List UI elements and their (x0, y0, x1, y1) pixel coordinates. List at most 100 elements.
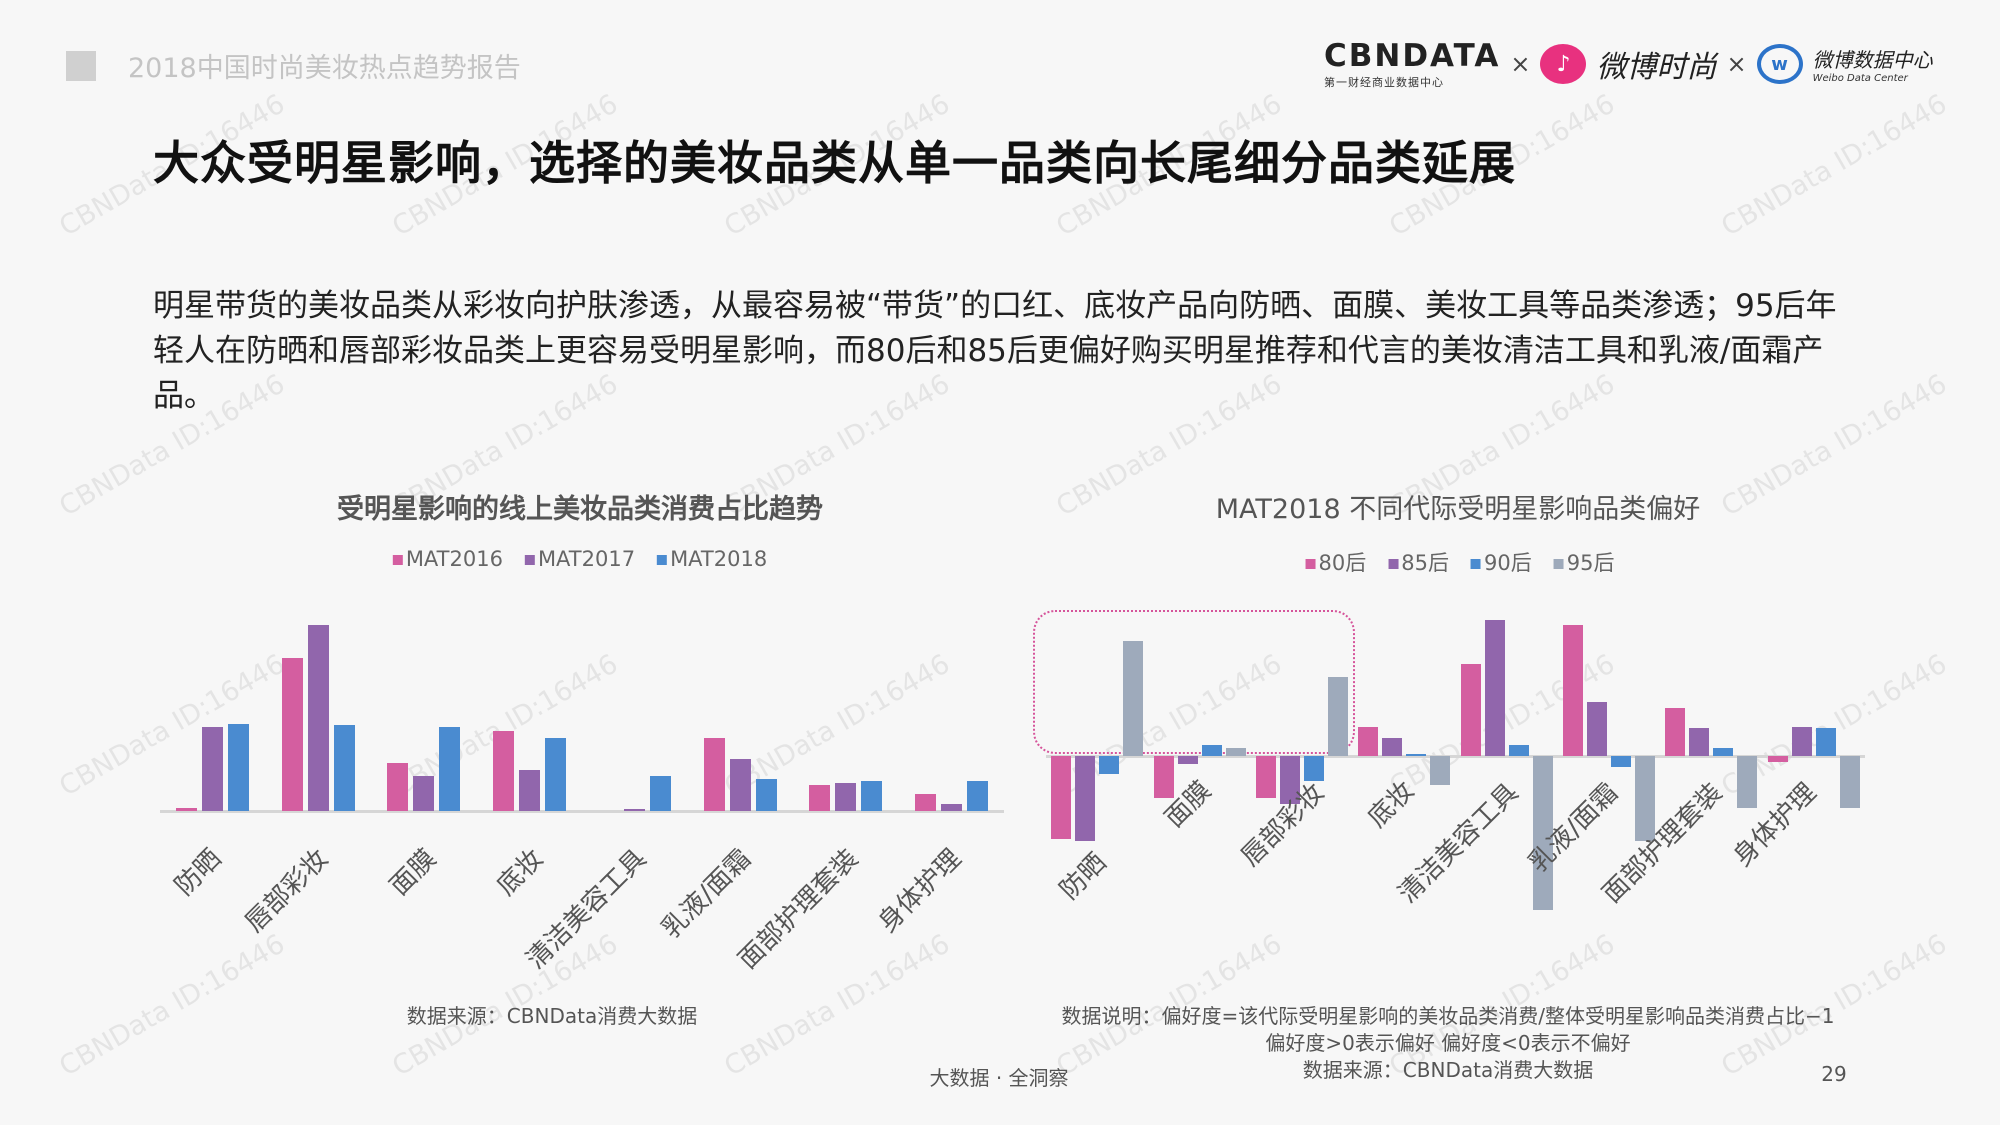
bar (307, 625, 329, 811)
logo-separator: × (1726, 50, 1747, 78)
legend-swatch (392, 555, 403, 565)
legend-item: MAT2016 (392, 547, 503, 571)
chart1-legend: MAT2016 MAT2017 MAT2018 (392, 547, 767, 571)
bar (1815, 728, 1836, 756)
bar (940, 803, 962, 811)
chart2-note-meaning: 偏好度>0表示偏好 偏好度<0表示不偏好 (1265, 1031, 1631, 1055)
weibo-data-logo-subtext: Weibo Data Center (1812, 73, 1908, 84)
bar (1255, 756, 1276, 798)
partner-logos: CBNDATA 第一财经商业数据中心 × ♪ 微博时尚 × w 微博数据中心 W… (1324, 38, 1933, 90)
bar (1791, 726, 1812, 756)
legend-label: 95后 (1566, 551, 1615, 575)
bar (1177, 756, 1198, 764)
weibo-data-logo-text: 微博数据中心 (1812, 48, 1933, 72)
cbndata-logo-text: CBNDATA (1324, 38, 1501, 74)
watermark-text: CBNData ID:16446 (1716, 88, 1953, 243)
bar (1225, 748, 1246, 756)
bar (228, 723, 250, 811)
bar (281, 658, 303, 811)
bar (1689, 728, 1710, 756)
weibo-data-icon: w (1756, 44, 1803, 84)
bar (1587, 702, 1608, 756)
bar (1358, 726, 1379, 756)
bar (439, 727, 461, 811)
bar (518, 770, 540, 811)
bar (1563, 625, 1584, 756)
bar (202, 727, 224, 811)
bar (703, 738, 725, 811)
page-number: 29 (1821, 1062, 1847, 1086)
legend-swatch (1305, 559, 1316, 569)
legend-label: 90后 (1484, 551, 1532, 575)
chart1-source: 数据来源：CBNData消费大数据 (406, 1004, 698, 1028)
bar (1099, 756, 1120, 775)
x-tick-label-text: 防晒 (1054, 847, 1113, 906)
bar (1406, 754, 1427, 756)
bar (914, 794, 936, 811)
bar (1508, 745, 1529, 756)
bar (650, 775, 672, 811)
x-tick-label-text: 底妆 (1362, 775, 1421, 834)
legend-label: MAT2016 (405, 547, 503, 571)
bar (1303, 756, 1324, 781)
bar (1767, 756, 1788, 763)
watermark-text: CBNData ID:16446 (719, 648, 956, 803)
chart1-title: 受明星影响的线上美妆品类消费占比趋势 (337, 494, 823, 525)
x-tick-label-text: 乳液/面霜 (656, 843, 758, 945)
legend-item: MAT2017 (524, 547, 636, 571)
bar (835, 783, 857, 811)
bar (1075, 756, 1096, 841)
bar (624, 809, 646, 811)
x-tick-label-text: 防晒 (169, 843, 228, 902)
bar (1051, 756, 1072, 840)
bar (1460, 663, 1481, 756)
chart2-source: 数据来源：CBNData消费大数据 (1302, 1058, 1594, 1082)
x-axis-line (160, 810, 1004, 813)
x-tick-label-text: 底妆 (491, 843, 550, 902)
bar (1839, 756, 1860, 809)
x-axis-line (1046, 755, 1865, 758)
bar (387, 762, 409, 811)
highlight-box (1033, 610, 1355, 754)
bar (176, 808, 198, 811)
bar (1327, 677, 1348, 756)
bar (1123, 640, 1144, 756)
weibo-fashion-icon: ♪ (1540, 44, 1587, 84)
cbndata-logo: CBNDATA 第一财经商业数据中心 (1324, 38, 1500, 90)
bar (1737, 756, 1758, 809)
bar (1279, 756, 1300, 804)
bar (1611, 756, 1632, 767)
bar (966, 781, 988, 811)
bar (861, 781, 883, 811)
footer-slogan: 大数据 · 全洞察 (929, 1066, 1069, 1090)
bar (1532, 756, 1553, 910)
bar (1153, 756, 1174, 798)
x-tick-label-text: 面膜 (384, 843, 443, 902)
cbndata-logo-subtext: 第一财经商业数据中心 (1324, 76, 1444, 89)
chart2-legend: 80后 85后 90后 95后 (1305, 547, 1615, 577)
legend-swatch (657, 555, 668, 565)
bar (333, 725, 355, 811)
bar (1713, 748, 1734, 756)
logo-separator: × (1510, 50, 1531, 78)
page-title: 大众受明星影响，选择的美妆品类从单一品类向长尾细分品类延展 (153, 136, 1516, 190)
bar (1382, 737, 1403, 756)
summary-paragraph: 明星带货的美妆品类从彩妆向护肤渗透，从最容易被“带货”的口红、底妆产品向防晒、面… (153, 288, 1837, 414)
chart2-note-formula: 数据说明：偏好度=该代际受明星影响的美妆品类消费/整体受明星影响品类消费占比−1 (1061, 1004, 1835, 1028)
bar (413, 775, 435, 811)
bar (729, 758, 751, 811)
bar (1665, 708, 1686, 756)
chart2-title: MAT2018 不同代际受明星影响品类偏好 (1215, 494, 1701, 525)
legend-item: 90后 (1471, 547, 1532, 577)
legend-label: 85后 (1401, 551, 1449, 575)
legend-swatch (1388, 559, 1399, 569)
bar (1430, 756, 1451, 786)
weibo-data-logo: 微博数据中心 Weibo Data Center (1813, 44, 1933, 84)
legend-label: MAT2017 (537, 547, 636, 571)
bar (809, 784, 831, 811)
bar (1484, 620, 1505, 756)
watermark-text: CBNData ID:16446 (54, 928, 291, 1083)
bar (1635, 756, 1656, 841)
bar (1201, 745, 1222, 756)
legend-label: 80后 (1318, 551, 1367, 575)
